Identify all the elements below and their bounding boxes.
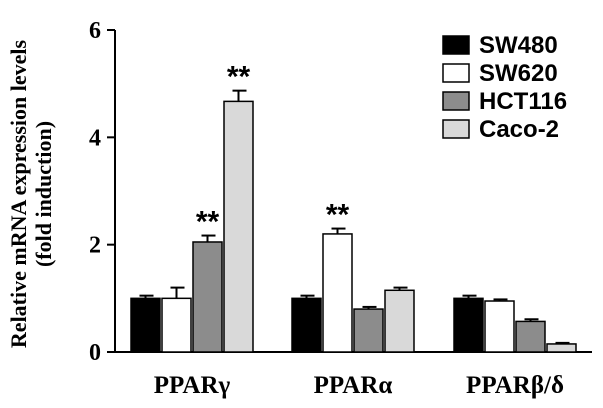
bar — [291, 297, 322, 353]
bar — [130, 297, 161, 353]
x-tick-label: PPARγ — [154, 372, 231, 399]
legend-swatch — [442, 35, 470, 55]
y-tick-label: 4 — [89, 125, 101, 151]
bar — [515, 320, 546, 353]
y-tick-label: 6 — [89, 18, 101, 44]
y-tick-label: 2 — [89, 233, 101, 259]
legend-swatch — [442, 119, 470, 139]
legend-label: SW620 — [479, 60, 558, 87]
legend-swatch — [442, 63, 470, 83]
x-tick-label: PPARα — [314, 372, 393, 399]
bar — [546, 343, 577, 353]
bar — [484, 300, 515, 353]
legend-label: HCT116 — [479, 88, 567, 115]
y-axis-label: Relative mRNA expression levels (fold in… — [6, 39, 56, 348]
significance-label: ** — [326, 199, 350, 232]
significance-label: ** — [196, 206, 220, 239]
y-tick-label: 0 — [89, 340, 101, 366]
legend-swatch — [442, 91, 470, 111]
x-tick-label: PPARβ/δ — [466, 372, 564, 399]
significance-label: ** — [227, 61, 251, 94]
y-axis-label-line-1: Relative mRNA expression levels — [6, 39, 31, 348]
bars: PPARγ PPARα PPARβ/δ — [130, 89, 577, 399]
bar — [161, 297, 192, 353]
y-axis-label-line-2: (fold induction) — [31, 121, 56, 267]
legend-label: SW480 — [479, 32, 558, 59]
bar — [322, 233, 353, 353]
legend-label: Caco-2 — [479, 116, 559, 143]
bar — [223, 100, 254, 353]
bar — [192, 241, 223, 353]
bar — [453, 297, 484, 353]
bar — [384, 289, 415, 353]
significance-annotations: ** ** ** — [196, 61, 350, 239]
bar — [353, 308, 384, 353]
